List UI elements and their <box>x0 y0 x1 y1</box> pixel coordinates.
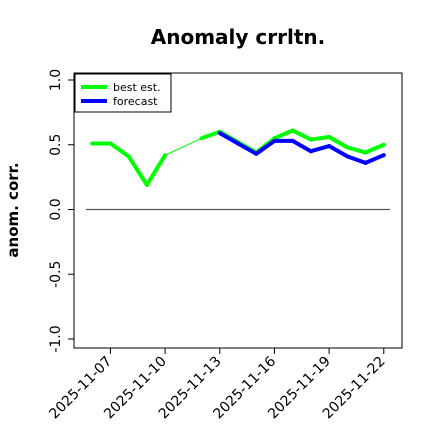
series-segment <box>144 153 168 187</box>
legend-label: forecast <box>113 95 158 108</box>
series-segment <box>126 154 149 187</box>
series-segment <box>345 154 368 165</box>
legend-label: best est. <box>113 81 161 94</box>
series-segment <box>363 153 386 165</box>
series-segment <box>290 128 313 142</box>
series-segment <box>308 134 332 142</box>
series-segment <box>290 138 313 154</box>
series-segment <box>327 144 350 159</box>
series-segment <box>217 131 240 146</box>
series-segment <box>272 128 295 141</box>
series-best-est <box>90 128 386 187</box>
chart-title: Anomaly crrltn. <box>151 25 325 49</box>
plot-area: -1.0-0.50.00.51.02025-11-072025-11-10202… <box>46 69 403 422</box>
series-segment <box>327 134 350 150</box>
series-segment <box>345 145 368 155</box>
series-segment <box>308 144 332 154</box>
series-segment <box>199 129 222 141</box>
series-segment <box>254 138 277 156</box>
series-segment <box>164 137 203 156</box>
y-tick-label: 0.5 <box>48 134 64 156</box>
legend-box <box>74 73 172 113</box>
plot-frame <box>73 72 403 349</box>
y-tick-label: -1.0 <box>48 325 64 352</box>
y-tick-label: -0.5 <box>48 261 64 288</box>
series-segment <box>108 141 131 159</box>
y-axis-label: anom. corr. <box>4 162 22 257</box>
series-segment <box>363 142 386 155</box>
series-forecast <box>217 131 386 165</box>
y-tick-label: 0.0 <box>48 198 64 220</box>
series-segment <box>236 141 259 156</box>
y-tick-label: 1.0 <box>48 69 64 91</box>
